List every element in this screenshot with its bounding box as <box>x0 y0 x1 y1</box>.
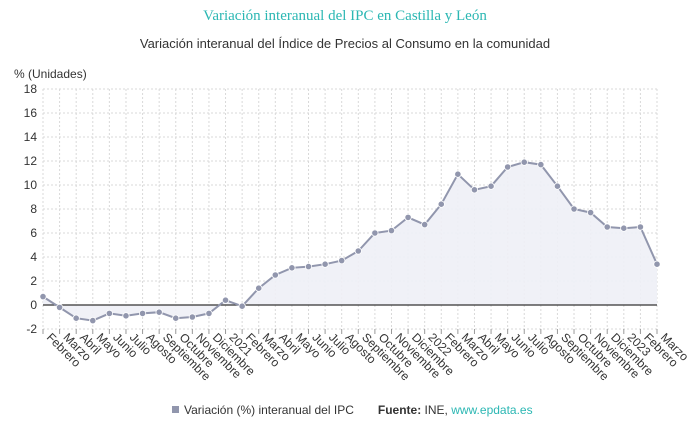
data-point <box>72 314 80 322</box>
data-point <box>387 227 396 235</box>
y-tick-label: 4 <box>30 250 37 264</box>
y-tick-label: 10 <box>24 178 38 192</box>
data-point <box>636 223 645 231</box>
data-point <box>188 313 196 321</box>
data-point <box>122 312 130 320</box>
y-tick-label: 14 <box>24 130 38 144</box>
data-point <box>421 221 429 229</box>
y-tick-label: 8 <box>30 202 37 216</box>
data-point <box>155 308 163 316</box>
data-point <box>238 302 246 310</box>
data-point <box>271 271 279 279</box>
data-point <box>437 200 445 208</box>
y-tick-label: 16 <box>24 106 38 120</box>
data-point <box>470 186 479 194</box>
data-point <box>587 209 595 217</box>
data-point <box>404 213 412 221</box>
data-point <box>553 182 562 190</box>
data-point <box>603 223 611 231</box>
chart-title: Variación interanual del IPC en Castilla… <box>203 8 487 24</box>
y-tick-label: 6 <box>30 226 37 240</box>
data-point <box>105 309 113 317</box>
data-point <box>39 292 47 301</box>
data-point <box>653 260 661 268</box>
legend: Variación (%) interanual del IPC Fuente: … <box>172 403 533 417</box>
data-point <box>570 205 578 213</box>
y-tick-label: 2 <box>30 274 37 288</box>
y-axis: -2 0 2 4 6 8 10 12 14 16 18 <box>24 82 38 336</box>
data-point <box>255 284 263 292</box>
data-point <box>520 158 528 166</box>
y-tick-label: 12 <box>24 154 38 168</box>
area-fill <box>43 162 657 321</box>
y-axis-unit-label: % (Unidades) <box>14 67 87 81</box>
data-points <box>39 158 661 325</box>
data-point <box>537 161 545 169</box>
data-point <box>304 262 313 271</box>
data-point <box>288 264 296 272</box>
x-axis: FebreroMarzoAbrilMayoJunioJulioAgostoSep… <box>42 329 690 384</box>
y-tick-label: 18 <box>24 82 38 96</box>
data-point <box>338 256 346 265</box>
data-point <box>504 163 512 171</box>
legend-series-label: Variación (%) interanual del IPC <box>184 403 354 417</box>
data-point <box>55 303 64 311</box>
data-point <box>205 309 213 317</box>
legend-swatch <box>172 406 179 413</box>
data-point <box>89 316 97 325</box>
data-point <box>620 224 628 232</box>
data-point <box>221 296 230 304</box>
series-area <box>43 162 657 321</box>
data-point <box>354 247 362 255</box>
data-point <box>454 170 462 178</box>
source-label: Fuente: <box>377 403 422 417</box>
data-point <box>487 182 495 190</box>
data-point <box>321 260 329 268</box>
y-tick-label: -2 <box>26 322 37 336</box>
y-tick-label: 0 <box>30 298 37 312</box>
data-point <box>172 314 180 322</box>
chart-subtitle: Variación interanual del Índice de Preci… <box>139 36 551 51</box>
data-point <box>371 229 379 237</box>
source-link[interactable]: www.epdata.es <box>451 403 533 417</box>
source-name: INE, <box>424 403 452 417</box>
data-point <box>138 309 147 317</box>
